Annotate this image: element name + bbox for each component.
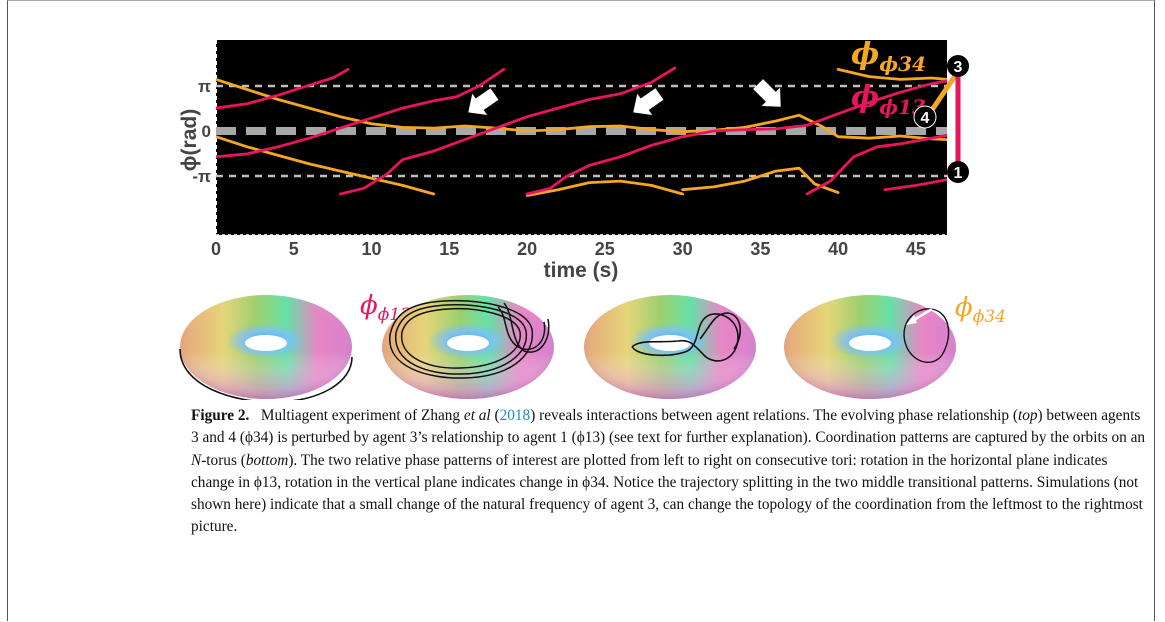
figure-frame bbox=[7, 0, 1155, 621]
x-tick-label: 45 bbox=[906, 239, 926, 259]
agent-1-label: 1 bbox=[954, 165, 963, 182]
arrow-3 bbox=[753, 79, 781, 107]
x-tick-label: 25 bbox=[595, 239, 615, 259]
torus-1-orbit bbox=[179, 348, 353, 400]
figure-2: 0 5 10 15 20 25 30 35 40 45 π0-π ϕ(rad) time (s) … bbox=[178, 37, 1006, 400]
caption-text-2: ( bbox=[490, 407, 500, 424]
torus-4-arrow bbox=[906, 307, 933, 325]
caption-text-3: ) reveals interactions between agent rel… bbox=[530, 407, 1018, 424]
phase-plot: 0 5 10 15 20 25 30 35 40 45 π0-π ϕ(rad) time (s) … bbox=[178, 37, 969, 282]
torus-phi34-label: ϕϕ34 bbox=[955, 293, 1006, 327]
agent-3-label: 3 bbox=[954, 59, 963, 76]
y-tick-label: 0 bbox=[202, 122, 211, 141]
x-tick-label: 35 bbox=[750, 239, 770, 259]
figure-caption: Figure 2. Multiagent experiment of Zhang… bbox=[191, 405, 1149, 539]
y-axis-label: ϕ(rad) bbox=[178, 109, 201, 171]
torus-3 bbox=[584, 295, 756, 399]
series-phi13-segment-2 bbox=[339, 66, 677, 196]
series-phi34-segment-1 bbox=[216, 135, 436, 196]
caption-text-6: ). The two relative phase patterns of in… bbox=[191, 451, 1143, 536]
x-tick-label: 40 bbox=[828, 239, 848, 259]
series-phi13-segment-4 bbox=[805, 133, 947, 196]
agent-3-node bbox=[947, 55, 969, 77]
caption-n: N bbox=[191, 451, 202, 469]
phi34-subscript: ϕ34 bbox=[879, 52, 926, 76]
y-tick-label: -π bbox=[192, 167, 211, 186]
citation-link-2018[interactable]: 2018 bbox=[499, 407, 531, 424]
figure-label: Figure 2. bbox=[191, 407, 250, 424]
arrow-1 bbox=[468, 88, 499, 115]
x-ticks: 0 5 10 15 20 25 30 35 40 45 bbox=[211, 239, 926, 259]
caption-bottom: bottom bbox=[245, 451, 289, 469]
agent-graph: 3 4 1 bbox=[913, 55, 969, 183]
torus-2 bbox=[382, 295, 554, 399]
torus-2-orbits bbox=[389, 299, 550, 379]
x-tick-label: 5 bbox=[289, 239, 299, 259]
series-phi13-segment-3 bbox=[525, 79, 947, 196]
caption-etal: et al bbox=[463, 407, 491, 424]
caption-text-4: ) between agents 3 and 4 (ϕ34) is pertur… bbox=[191, 407, 1146, 447]
series-layer bbox=[216, 66, 947, 197]
y-tick-label: π bbox=[198, 77, 211, 96]
caption-top: top bbox=[1017, 407, 1038, 424]
torus-1 bbox=[179, 295, 353, 400]
series-phi13-segment-0 bbox=[216, 68, 350, 110]
x-tick-label: 30 bbox=[673, 239, 693, 259]
torus-phi34-text: ϕ34 bbox=[973, 307, 1006, 327]
torus-4 bbox=[784, 295, 956, 399]
y-ticks: π 0 -π bbox=[192, 77, 211, 186]
arrow-2 bbox=[633, 88, 664, 115]
x-tick-label: 10 bbox=[361, 239, 381, 259]
series-phi34-segment-3 bbox=[681, 166, 840, 194]
torus-4-orbit bbox=[903, 308, 950, 364]
caption-text-5: -torus ( bbox=[201, 451, 246, 469]
caption-text-1: Multiagent experiment of Zhang bbox=[260, 407, 464, 424]
edge-3-4 bbox=[929, 74, 958, 112]
series-phi13-segment-5 bbox=[883, 178, 947, 192]
x-axis-label: time (s) bbox=[544, 259, 619, 282]
series-phi34-segment-2 bbox=[525, 179, 684, 197]
x-tick-label: 20 bbox=[517, 239, 537, 259]
x-tick-label: 15 bbox=[439, 239, 459, 259]
agent-4-label: 4 bbox=[921, 110, 930, 127]
plot-background bbox=[216, 40, 947, 235]
tori-row: ϕϕ13 bbox=[179, 291, 1006, 400]
x-tick-label: 0 bbox=[211, 239, 221, 259]
series-phi34-segment-0 bbox=[216, 78, 947, 141]
torus-3-orbits bbox=[631, 312, 741, 362]
series-phi34-segment-4 bbox=[836, 68, 947, 81]
agent-1-node bbox=[947, 161, 969, 183]
agent-4-node bbox=[913, 105, 937, 129]
series-phi13-segment-1 bbox=[216, 68, 506, 159]
